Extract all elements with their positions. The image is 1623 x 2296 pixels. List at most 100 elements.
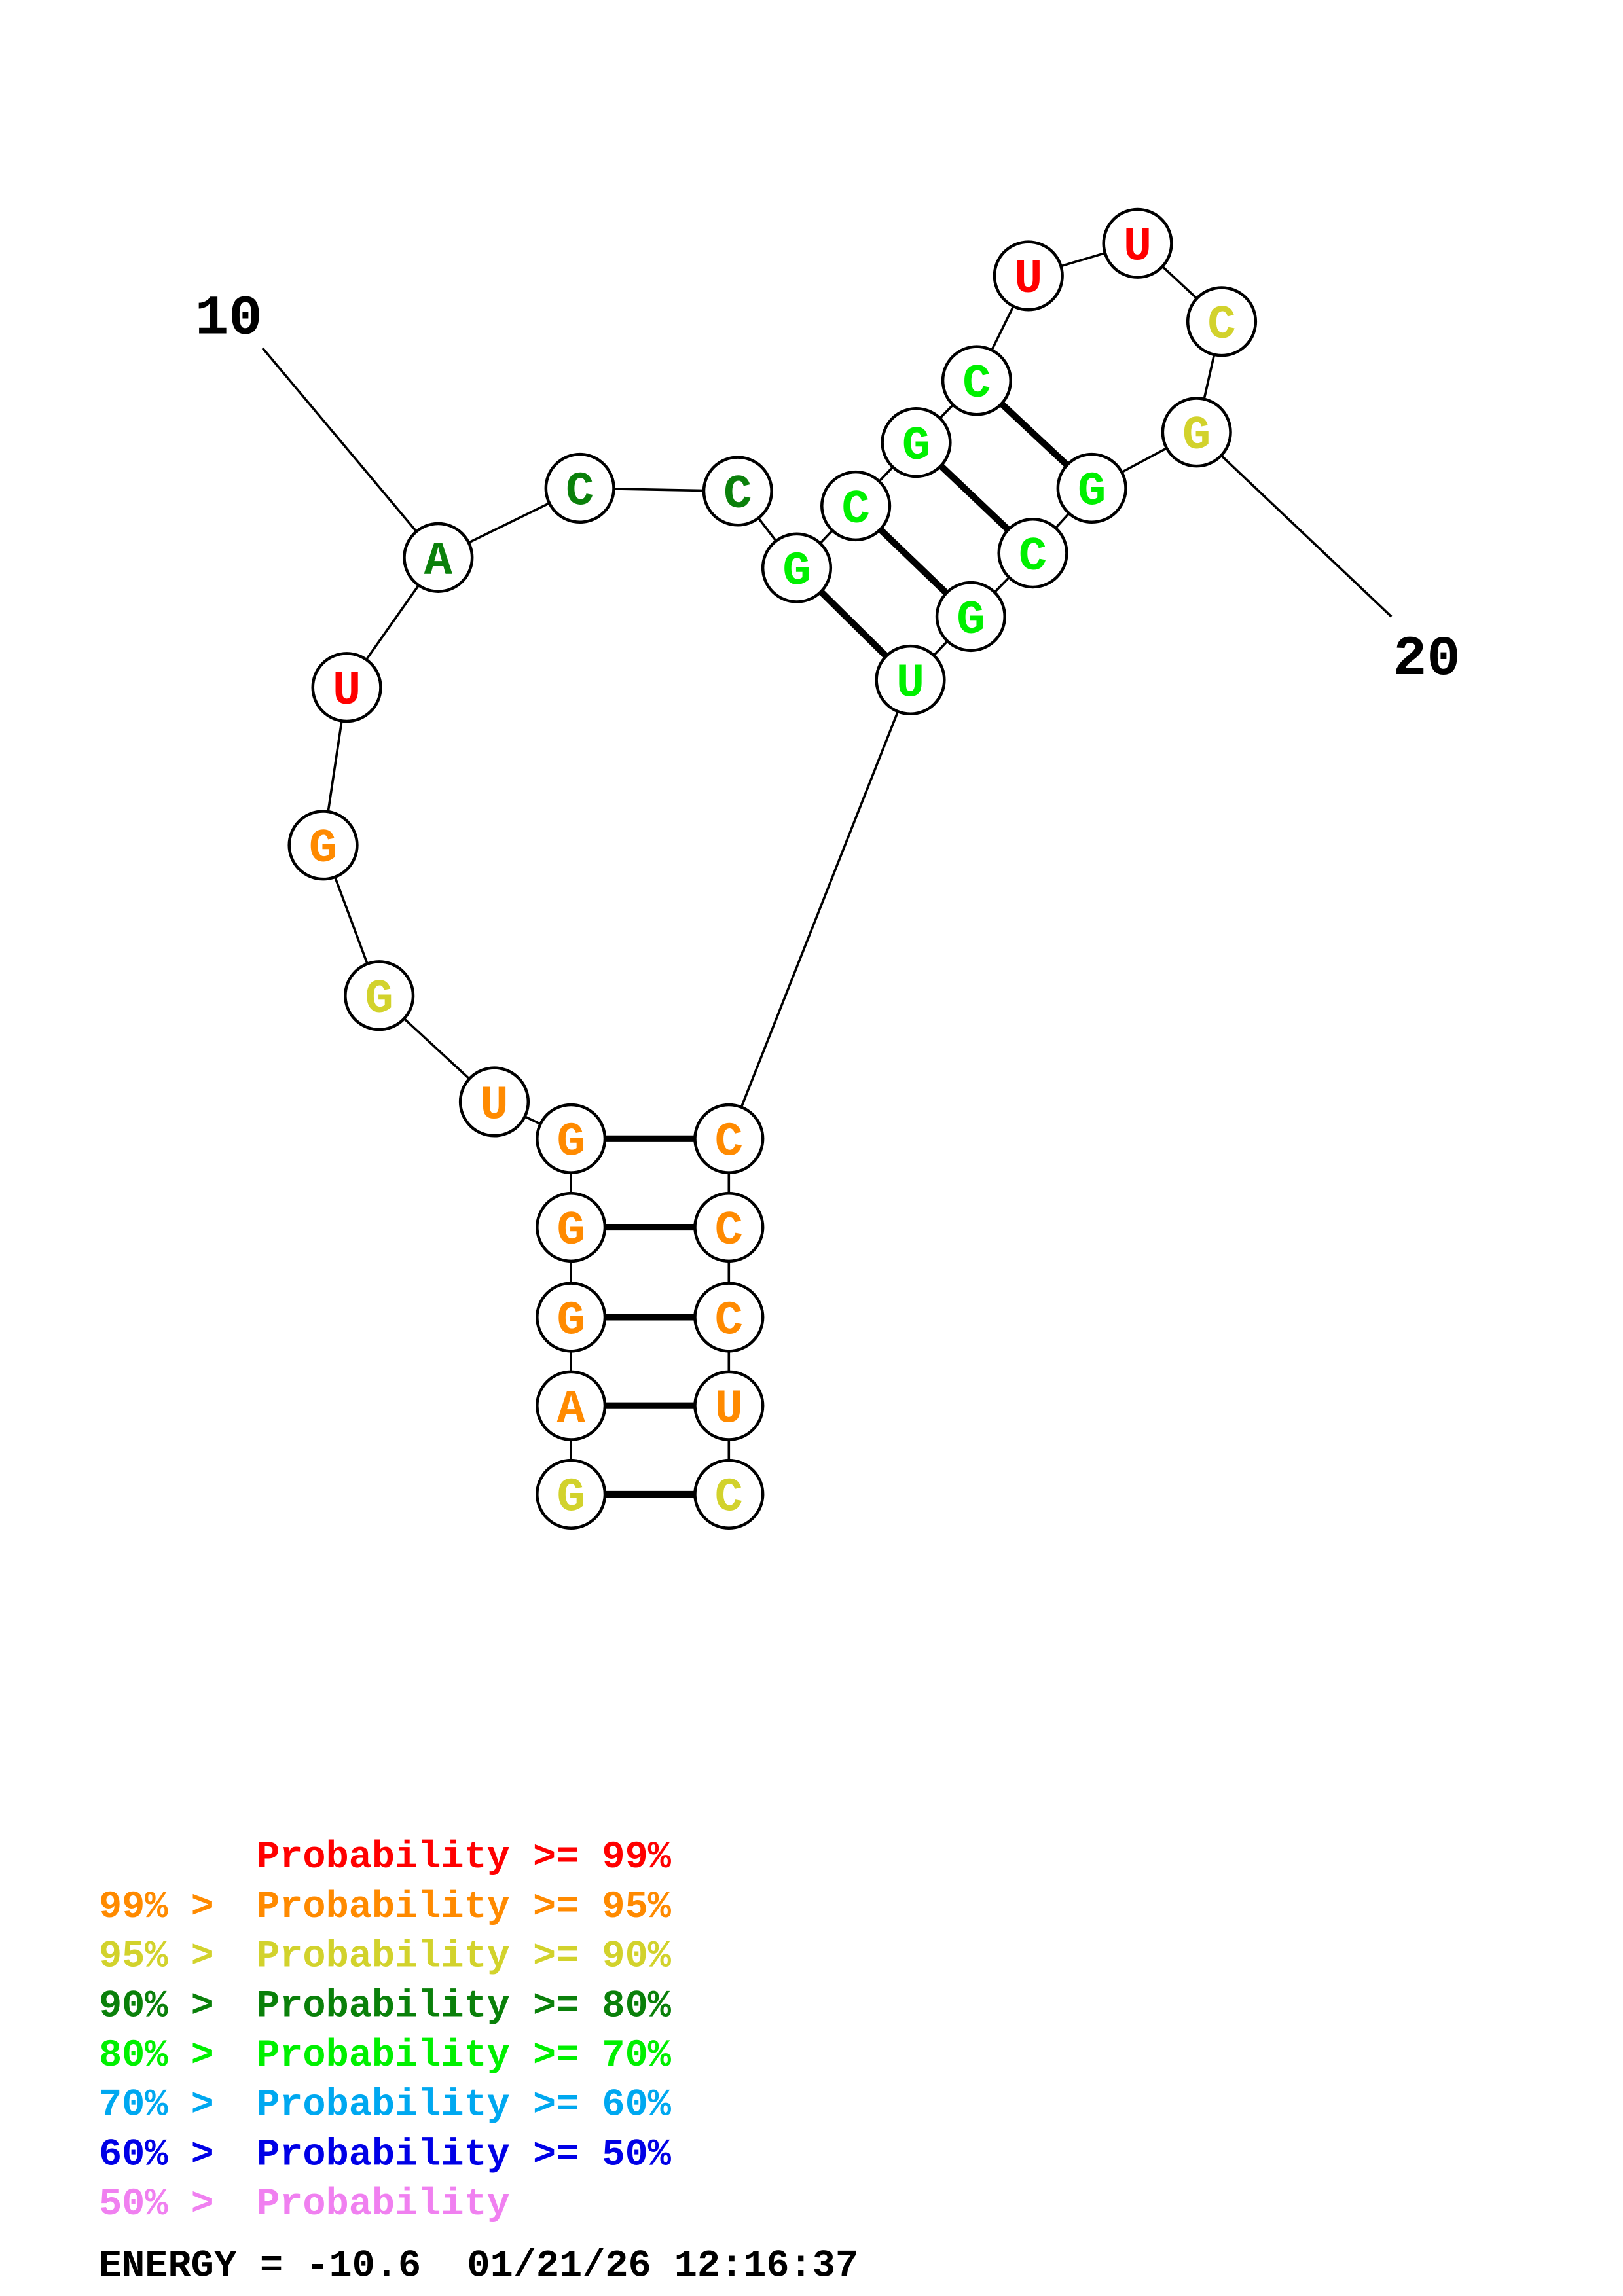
- legend-label: Probability >= 90%: [257, 1935, 672, 1979]
- nucleotide-base: G: [957, 594, 985, 647]
- nucleotide-circle: [344, 960, 415, 1031]
- nucleotide-circle: [403, 522, 474, 593]
- legend-prefix: 90% >: [99, 1984, 214, 2028]
- nucleotide: C: [941, 345, 1012, 416]
- nucleotide: U: [311, 652, 382, 723]
- nucleotide: A: [536, 1370, 607, 1441]
- nucleotide-circle: [875, 644, 946, 716]
- backbone-link: [727, 679, 912, 1139]
- legend-label: Probability >= 50%: [257, 2132, 672, 2176]
- nucleotide-circle: [997, 518, 1068, 589]
- nucleotide: C: [693, 1458, 765, 1530]
- nucleotide: G: [287, 810, 359, 881]
- legend-label: Probability >= 60%: [257, 2083, 672, 2127]
- nucleotide-base: C: [715, 1471, 743, 1525]
- nucleotide-base: C: [841, 483, 869, 537]
- nucleotide: G: [536, 1458, 607, 1530]
- nucleotide-circle: [761, 532, 833, 603]
- nucleotide-circle: [1102, 207, 1173, 279]
- position-label: 20: [1393, 628, 1461, 691]
- nucleotide-circle: [536, 1370, 607, 1441]
- nucleotide: G: [1161, 397, 1232, 468]
- nucleotide-base: C: [962, 357, 991, 411]
- nucleotide-base: C: [715, 1204, 743, 1258]
- nucleotide-base: G: [309, 822, 337, 876]
- nucleotide: C: [997, 518, 1068, 589]
- nucleotide-circle: [311, 652, 382, 723]
- nucleotide-circle: [820, 470, 892, 542]
- nucleotide: G: [881, 407, 952, 478]
- legend-prefix: 80% >: [99, 2034, 214, 2077]
- nucleotide-base: G: [557, 1294, 585, 1348]
- nucleotide-base: G: [557, 1471, 585, 1525]
- legend-label: Probability >= 70%: [257, 2034, 672, 2077]
- nucleotide-base: U: [1014, 253, 1042, 306]
- nucleotide-circle: [993, 240, 1064, 312]
- nucleotide-circle: [693, 1370, 765, 1441]
- nucleotide-circle: [536, 1191, 607, 1263]
- nucleotide: G: [536, 1103, 607, 1174]
- nucleotide: C: [820, 470, 892, 542]
- legend-label: Probability >= 95%: [257, 1885, 672, 1929]
- nucleotide-circle: [1186, 286, 1258, 357]
- nucleotide-base: U: [896, 657, 924, 711]
- nucleotide-base: A: [557, 1382, 586, 1436]
- nucleotide-base: C: [1207, 298, 1235, 352]
- nucleotide: G: [761, 532, 833, 603]
- nucleotide-circle: [693, 1282, 765, 1353]
- nucleotide: C: [702, 456, 773, 527]
- nucleotide: U: [693, 1370, 765, 1441]
- nucleotide-base: C: [566, 465, 594, 519]
- nucleotide: G: [536, 1191, 607, 1263]
- legend-prefix: 70% >: [99, 2083, 214, 2127]
- nucleotide: C: [1186, 286, 1258, 357]
- legend-label: Probability: [257, 2182, 510, 2226]
- nucleotide-base: G: [1182, 409, 1211, 463]
- nucleotide-circle: [693, 1191, 765, 1263]
- nucleotide-circle: [693, 1458, 765, 1530]
- nucleotide: G: [935, 581, 1006, 653]
- legend-prefix: 60% >: [99, 2132, 214, 2176]
- legend-label: Probability >= 80%: [257, 1984, 672, 2028]
- nucleotide-circle: [941, 345, 1012, 416]
- nucleotide-base: A: [424, 535, 453, 588]
- nucleotide-base: G: [557, 1116, 585, 1170]
- legend-prefix: 50% >: [99, 2182, 214, 2226]
- nucleotide: U: [875, 644, 946, 716]
- nucleotide: C: [693, 1282, 765, 1353]
- nucleotide: C: [693, 1191, 765, 1263]
- nucleotide-base: C: [1019, 530, 1047, 584]
- nucleotide-base: U: [1123, 221, 1152, 274]
- legend-label: Probability >= 99%: [257, 1835, 672, 1879]
- nucleotide-base: C: [723, 468, 752, 522]
- nucleotide-base: G: [365, 973, 393, 1026]
- nucleotide-base: G: [902, 420, 930, 473]
- nucleotide-circle: [1056, 452, 1127, 524]
- nucleotide-circle: [287, 810, 359, 881]
- position-label-tick: [261, 347, 439, 559]
- nucleotide: C: [693, 1103, 765, 1174]
- position-labels: 10 20: [195, 287, 1461, 691]
- nucleotide-circle: [458, 1066, 530, 1138]
- energy-footer: ENERGY = -10.6 01/21/26 12:16:37: [99, 2244, 858, 2287]
- position-label: 10: [195, 287, 263, 350]
- nucleotide: G: [344, 960, 415, 1031]
- nucleotide-circle: [544, 452, 615, 524]
- nucleotide: U: [993, 240, 1064, 312]
- position-label-tick: [1195, 431, 1393, 618]
- nucleotide: G: [536, 1282, 607, 1353]
- nucleotide: A: [403, 522, 474, 593]
- nucleotide-circle: [881, 407, 952, 478]
- nucleotide-base: C: [715, 1294, 743, 1348]
- nucleotide-base: G: [782, 545, 811, 598]
- nucleotide-circle: [536, 1282, 607, 1353]
- nucleotide-circle: [693, 1103, 765, 1174]
- nucleotide-circle: [702, 456, 773, 527]
- nucleotide-base: C: [715, 1116, 743, 1170]
- nucleotide-circle: [536, 1458, 607, 1530]
- legend-prefix: 99% >: [99, 1885, 214, 1929]
- nucleotide: C: [544, 452, 615, 524]
- nucleotide-circle: [536, 1103, 607, 1174]
- nucleotide: G: [1056, 452, 1127, 524]
- nucleotide-base: U: [715, 1382, 743, 1436]
